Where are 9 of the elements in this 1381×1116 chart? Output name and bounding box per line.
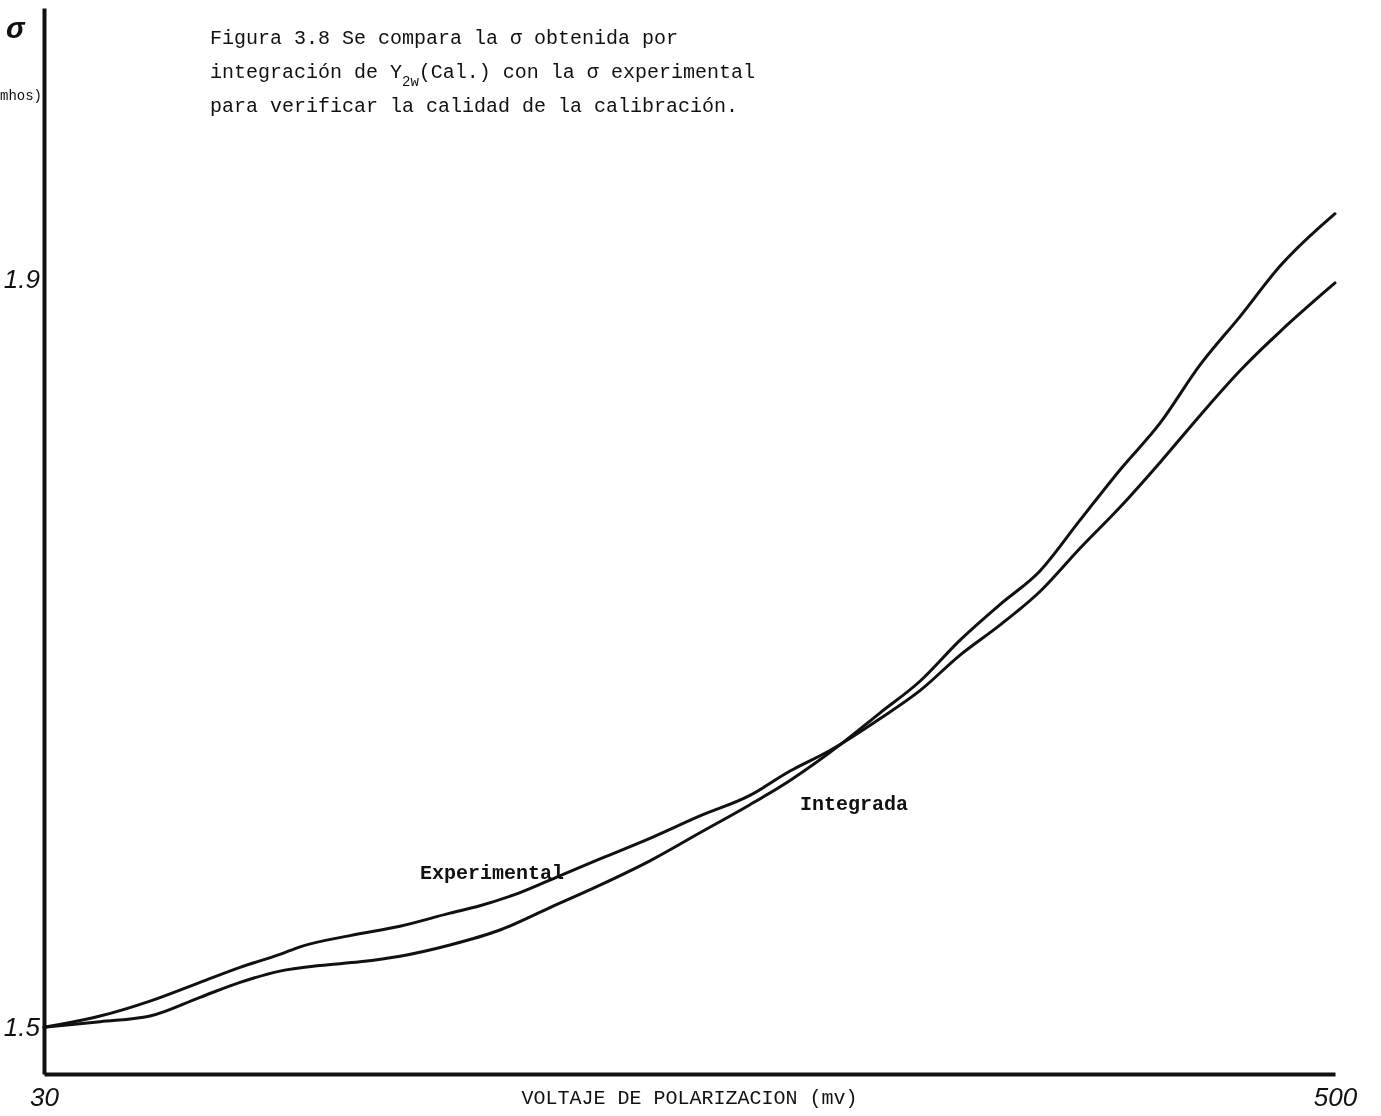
series-label: Integrada (800, 793, 909, 817)
series-label: Experimental (419, 862, 565, 886)
x-tick-label: 30 (30, 1082, 60, 1113)
text: σ mhos) (0, 13, 43, 104)
x-axis-title: VOLTAJE DE POLARIZACION (mv) (521, 1087, 858, 1110)
y-tick-label: 1.5 (3, 1012, 41, 1043)
text: Figura 3.8 Se compara la σ obtenida por integración de Y$_{2w}$(Cal.) con la σ experimental para verificar la calidad de la calibración. (210, 27, 755, 118)
y-tick-label: 1.9 (3, 264, 40, 294)
x-tick-label: 500 (1313, 1082, 1358, 1113)
